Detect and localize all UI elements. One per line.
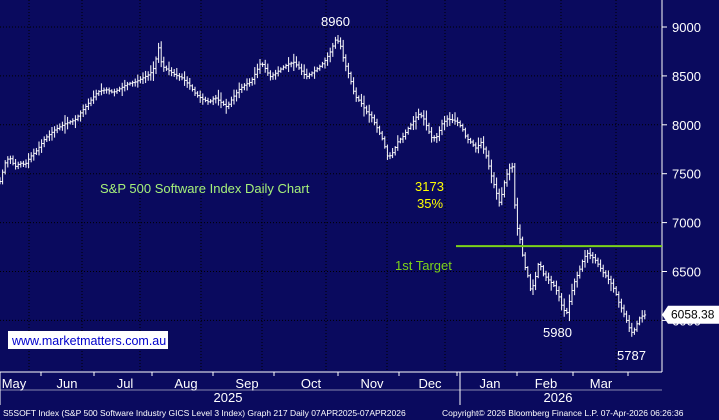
x-month-label: Nov	[360, 376, 384, 391]
y-tick-label: 7000	[672, 216, 701, 231]
footer-copyright: Copyright© 2026 Bloomberg Finance L.P. 0…	[442, 408, 684, 418]
annotation-low-1: 5980	[543, 325, 572, 340]
x-month-label: Jun	[57, 376, 78, 391]
annotation-points: 3173	[415, 179, 444, 194]
x-month-label: Sep	[235, 376, 258, 391]
x-month-label: May	[2, 376, 27, 391]
footer-source: S5SOFT Index (S&P 500 Software Industry …	[3, 408, 406, 418]
x-month-label: Feb	[535, 376, 557, 391]
price-bars	[0, 34, 647, 337]
x-year-label: 2026	[544, 390, 573, 405]
first-target-label: 1st Target	[395, 258, 452, 273]
annotation-high: 8960	[321, 14, 350, 29]
x-axis-ticks: May Jun Jul Aug Sep Oct Nov Dec Jan Feb Mar 2025 202…	[0, 372, 662, 405]
last-price-tag	[662, 305, 719, 324]
x-month-label: Jul	[117, 376, 134, 391]
y-tick-label: 6500	[672, 265, 701, 280]
x-month-label: Jan	[480, 376, 501, 391]
y-tick-label: 7500	[672, 167, 701, 182]
last-price-label: 6058.38	[671, 308, 715, 322]
x-year-label: 2025	[214, 390, 243, 405]
x-month-label: Mar	[590, 376, 613, 391]
chart-title: S&P 500 Software Index Daily Chart	[100, 181, 310, 196]
annotation-percent: 35%	[417, 196, 443, 211]
y-tick-label: 8500	[672, 69, 701, 84]
footer-bar	[0, 406, 719, 420]
y-tick-label: 8000	[672, 118, 701, 133]
watermark-url: www.marketmatters.com.au	[11, 334, 166, 348]
watermark-box	[8, 331, 168, 349]
x-month-label: Dec	[418, 376, 442, 391]
x-month-label: Aug	[174, 376, 197, 391]
annotation-low-2: 5787	[617, 348, 646, 363]
grid-lines	[0, 0, 662, 372]
x-month-label: Oct	[301, 376, 322, 391]
y-tick-label: 9000	[672, 20, 701, 35]
